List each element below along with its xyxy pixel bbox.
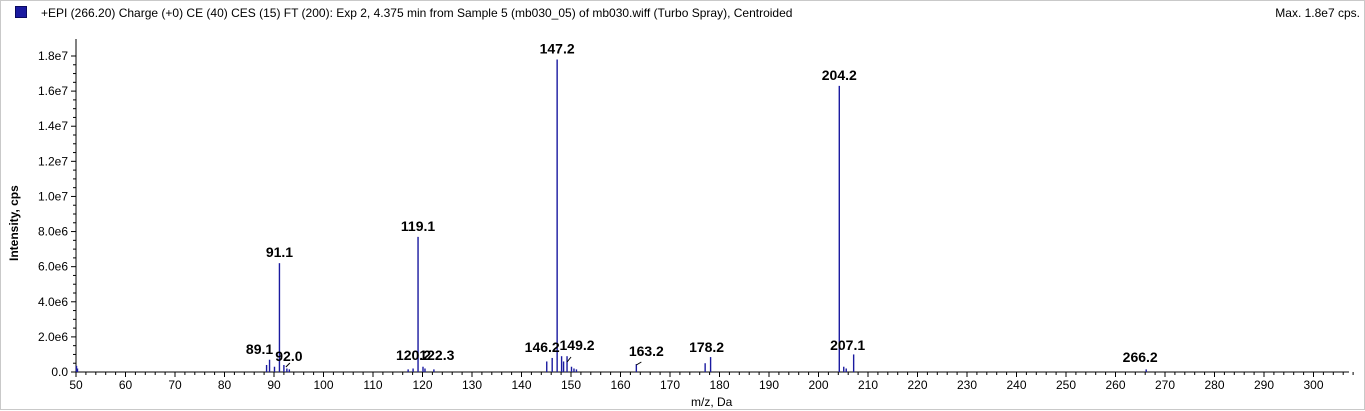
x-tick-label: 270 bbox=[1155, 378, 1175, 392]
y-tick-label: 1.2e7 bbox=[38, 154, 68, 168]
x-tick-label: 110 bbox=[363, 378, 382, 392]
chart-title: +EPI (266.20) Charge (+0) CE (40) CES (1… bbox=[41, 6, 793, 20]
x-tick-label: 240 bbox=[1006, 378, 1026, 392]
peak-label: 204.2 bbox=[822, 67, 857, 83]
x-tick-label: 150 bbox=[561, 378, 581, 392]
x-tick-label: 280 bbox=[1204, 378, 1224, 392]
peak-label: 178.2 bbox=[689, 339, 724, 355]
peak-label: 147.2 bbox=[540, 41, 575, 57]
peak-label: 266.2 bbox=[1123, 349, 1158, 365]
x-tick-label: 300 bbox=[1303, 378, 1323, 392]
y-tick-label: 1.6e7 bbox=[38, 84, 68, 98]
x-tick-label: 100 bbox=[313, 378, 333, 392]
x-tick-label: 120 bbox=[412, 378, 432, 392]
peak-label: 163.2 bbox=[629, 343, 664, 359]
y-tick-label: 6.0e6 bbox=[38, 260, 68, 274]
peak-label: 92.0 bbox=[275, 348, 302, 364]
x-tick-label: 250 bbox=[1056, 378, 1076, 392]
y-axis-label: Intensity, cps bbox=[7, 185, 21, 261]
x-tick-label: 70 bbox=[168, 378, 182, 392]
x-tick-label: 200 bbox=[808, 378, 828, 392]
y-tick-label: 1.8e7 bbox=[38, 49, 68, 63]
x-tick-label: 190 bbox=[759, 378, 779, 392]
peak-bars bbox=[75, 59, 1147, 372]
x-tick-label: 90 bbox=[267, 378, 281, 392]
axes: 50 60 70 80 90 100 110 120 130 140 150 160 170 180 190… bbox=[38, 39, 1354, 392]
x-tick-label: 140 bbox=[511, 378, 531, 392]
peak-label: 91.1 bbox=[266, 244, 293, 260]
x-tick-label: 260 bbox=[1105, 378, 1125, 392]
label-connector bbox=[636, 361, 642, 366]
y-tick-label: 0.0 bbox=[51, 365, 68, 379]
peak-label: 146.2 bbox=[525, 339, 560, 355]
peak-label: 207.1 bbox=[830, 337, 865, 353]
x-tick-label: 210 bbox=[858, 378, 878, 392]
x-tick-label: 130 bbox=[462, 378, 482, 392]
y-tick-label: 2.0e6 bbox=[38, 330, 68, 344]
x-tick-label: 290 bbox=[1254, 378, 1274, 392]
label-connector bbox=[285, 362, 291, 368]
y-tick-label: 1.4e7 bbox=[38, 119, 68, 133]
x-tick-label: 60 bbox=[119, 378, 133, 392]
y-tick-label: 4.0e6 bbox=[38, 295, 68, 309]
peak-label: 149.2 bbox=[560, 337, 595, 353]
x-tick-label: 220 bbox=[907, 378, 927, 392]
x-tick-label: 80 bbox=[218, 378, 232, 392]
peak-label: 89.1 bbox=[246, 341, 273, 357]
x-tick-label: 160 bbox=[610, 378, 630, 392]
x-tick-label: 170 bbox=[660, 378, 680, 392]
chart-header: +EPI (266.20) Charge (+0) CE (40) CES (1… bbox=[1, 1, 1365, 27]
x-tick-label: 180 bbox=[709, 378, 729, 392]
x-tick-label: 230 bbox=[957, 378, 977, 392]
label-connector bbox=[566, 356, 572, 363]
peak-label: 119.1 bbox=[401, 218, 435, 234]
x-tick-label: 50 bbox=[69, 378, 83, 392]
y-tick-label: 1.0e7 bbox=[38, 189, 68, 203]
x-axis-label: m/z, Da bbox=[691, 395, 733, 409]
peak-label: 122.3 bbox=[419, 347, 454, 363]
peak-label: 120.2 bbox=[396, 347, 431, 363]
y-tick-label: 8.0e6 bbox=[38, 225, 68, 239]
legend-swatch bbox=[15, 6, 27, 18]
max-intensity-label: Max. 1.8e7 cps. bbox=[1275, 6, 1360, 20]
